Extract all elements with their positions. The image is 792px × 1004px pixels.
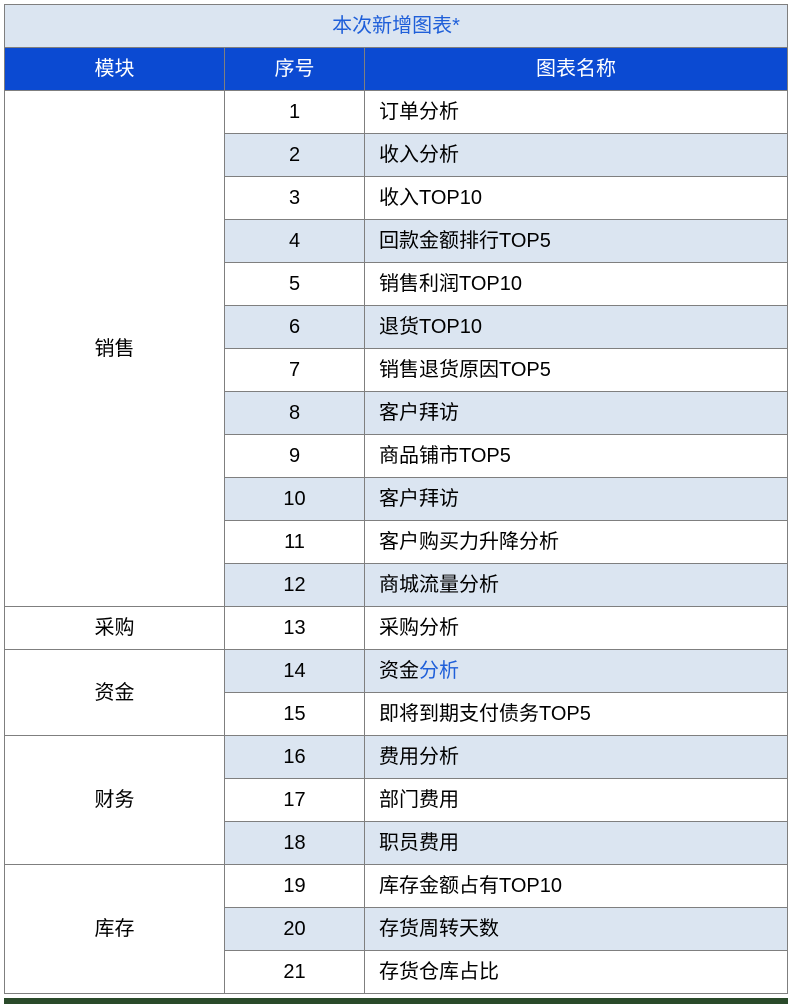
- name-part: 分析: [419, 660, 459, 682]
- name-cell: 存货仓库占比: [365, 951, 788, 994]
- name-cell: 商城流量分析: [365, 564, 788, 607]
- name-cell: 退货TOP10: [365, 306, 788, 349]
- name-cell: 即将到期支付债务TOP5: [365, 693, 788, 736]
- num-cell: 16: [225, 736, 365, 779]
- name-cell: 销售利润TOP10: [365, 263, 788, 306]
- num-cell: 20: [225, 908, 365, 951]
- name-cell: 部门费用: [365, 779, 788, 822]
- charts-table: 本次新增图表* 模块 序号 图表名称 销售1订单分析2收入分析3收入TOP104…: [4, 4, 788, 994]
- name-cell: 收入分析: [365, 134, 788, 177]
- name-cell: 客户购买力升降分析: [365, 521, 788, 564]
- name-cell: 商品铺市TOP5: [365, 435, 788, 478]
- num-cell: 9: [225, 435, 365, 478]
- module-cell: 库存: [5, 865, 225, 994]
- name-cell: 销售退货原因TOP5: [365, 349, 788, 392]
- num-cell: 1: [225, 91, 365, 134]
- name-cell: 收入TOP10: [365, 177, 788, 220]
- module-cell: 财务: [5, 736, 225, 865]
- num-cell: 19: [225, 865, 365, 908]
- num-cell: 18: [225, 822, 365, 865]
- num-cell: 4: [225, 220, 365, 263]
- num-cell: 8: [225, 392, 365, 435]
- col-header-name: 图表名称: [365, 48, 788, 91]
- name-cell: 存货周转天数: [365, 908, 788, 951]
- name-cell: 客户拜访: [365, 392, 788, 435]
- table-bottom-shadow: [4, 998, 788, 1004]
- table-row: 财务16费用分析: [5, 736, 788, 779]
- num-cell: 15: [225, 693, 365, 736]
- name-cell: 订单分析: [365, 91, 788, 134]
- table-title: 本次新增图表*: [5, 5, 788, 48]
- col-header-module: 模块: [5, 48, 225, 91]
- module-cell: 采购: [5, 607, 225, 650]
- name-cell: 客户拜访: [365, 478, 788, 521]
- table-row: 销售1订单分析: [5, 91, 788, 134]
- module-cell: 资金: [5, 650, 225, 736]
- num-cell: 17: [225, 779, 365, 822]
- name-part: 资金: [379, 660, 419, 682]
- name-cell: 采购分析: [365, 607, 788, 650]
- num-cell: 3: [225, 177, 365, 220]
- table-row: 资金 14资金分析: [5, 650, 788, 693]
- num-cell: 5: [225, 263, 365, 306]
- table-row: 库存19库存金额占有TOP10: [5, 865, 788, 908]
- name-cell: 费用分析: [365, 736, 788, 779]
- num-cell: 2: [225, 134, 365, 177]
- table-row: 采购13采购分析: [5, 607, 788, 650]
- name-cell: 库存金额占有TOP10: [365, 865, 788, 908]
- num-cell: 21: [225, 951, 365, 994]
- num-cell: 6: [225, 306, 365, 349]
- num-cell: 7: [225, 349, 365, 392]
- module-cell: 销售: [5, 91, 225, 607]
- col-header-num: 序号: [225, 48, 365, 91]
- num-cell: 13: [225, 607, 365, 650]
- num-cell: 12: [225, 564, 365, 607]
- num-cell: 10: [225, 478, 365, 521]
- name-cell: 职员费用: [365, 822, 788, 865]
- num-cell: 11: [225, 521, 365, 564]
- num-cell: 14: [225, 650, 365, 693]
- name-cell: 资金分析: [365, 650, 788, 693]
- name-cell: 回款金额排行TOP5: [365, 220, 788, 263]
